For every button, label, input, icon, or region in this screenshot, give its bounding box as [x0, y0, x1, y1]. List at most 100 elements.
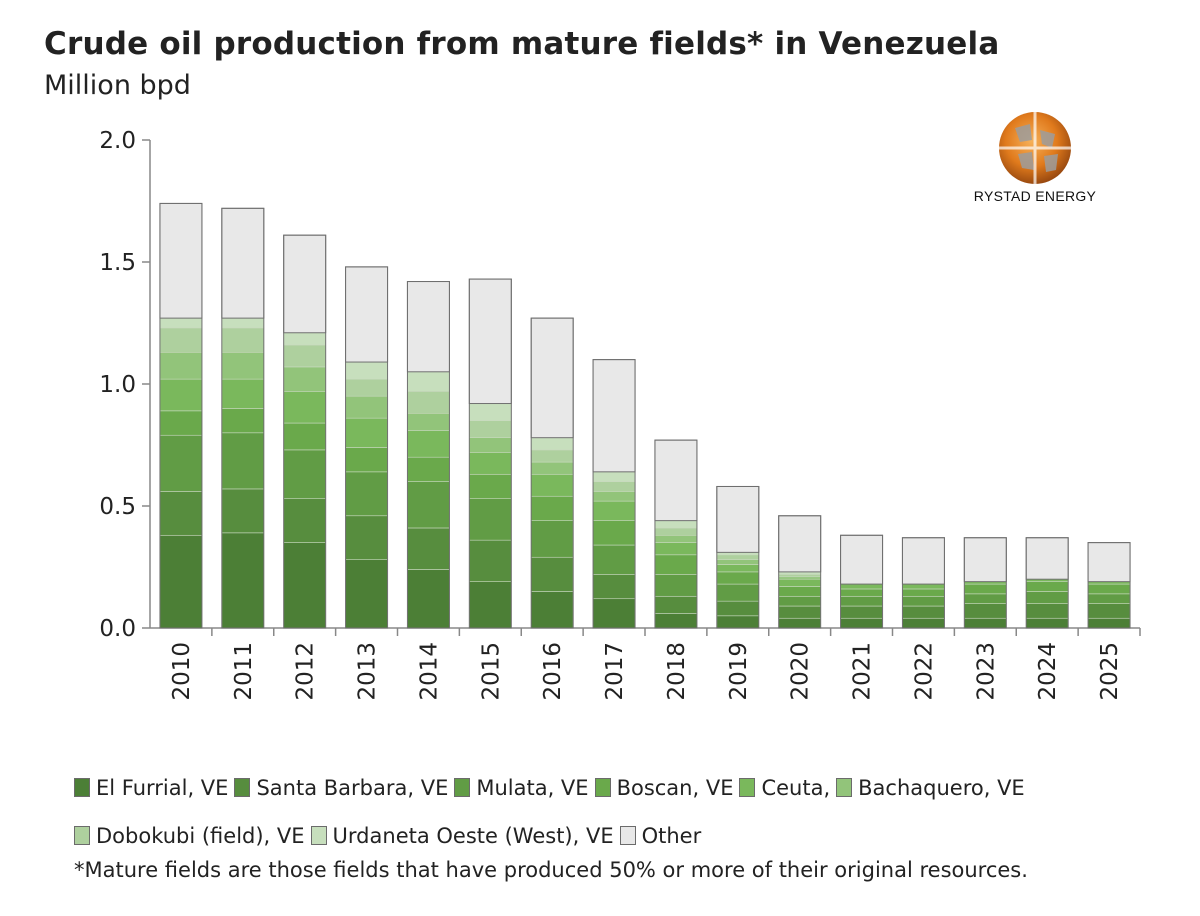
- bar-segment-2019-5: [716, 559, 760, 565]
- legend-swatch: [594, 778, 611, 797]
- bar-segment-2015-1: [469, 539, 512, 582]
- bar-segment-2019-1: [716, 600, 760, 617]
- x-tick-label: 2025: [1097, 642, 1123, 701]
- bar-segment-2010-4: [159, 378, 203, 412]
- x-tick-label: 2011: [231, 642, 257, 701]
- bar-segment-2023-0: [964, 617, 1007, 629]
- bar-segment-2017-3: [592, 520, 636, 546]
- x-tick-label: 2020: [788, 642, 814, 701]
- bar-segment-2012-5: [283, 366, 326, 392]
- bar-segment-2010-5: [159, 351, 203, 380]
- bar-segment-2010-7: [159, 317, 203, 329]
- bar-segment-2013-1: [345, 515, 388, 560]
- bar-segment-2014-4: [407, 430, 450, 458]
- bar-segment-2010-8: [159, 202, 203, 319]
- bar-segment-2017-0: [592, 598, 636, 629]
- bar-segment-2015-2: [469, 498, 512, 541]
- bar-segment-2011-4: [221, 378, 265, 409]
- bar-segment-2018-0: [654, 613, 698, 629]
- bar-segment-2025-1: [1087, 603, 1131, 619]
- bar-segment-2015-4: [469, 452, 512, 475]
- bar-segment-2014-0: [407, 569, 450, 629]
- legend-label: Boscan, VE: [616, 776, 734, 800]
- bar-segment-2014-8: [406, 281, 450, 373]
- legend-label: Ceuta,: [761, 776, 831, 800]
- x-tick-label: 2014: [416, 642, 442, 701]
- bar-segment-2013-5: [345, 395, 388, 419]
- legend-label: El Furrial, VE: [96, 776, 229, 800]
- bar-segment-2024-0: [1025, 617, 1069, 629]
- bar-segment-2018-6: [654, 527, 698, 536]
- bar-segment-2022-8: [901, 537, 945, 585]
- bar-segment-2016-8: [530, 317, 574, 439]
- bar-segment-2019-0: [716, 615, 760, 629]
- bar-segment-2011-6: [221, 327, 265, 353]
- bar-segment-2011-8: [221, 207, 265, 319]
- bar-segment-2012-8: [283, 234, 327, 334]
- bar-segment-2013-6: [345, 378, 388, 397]
- x-tick-label: 2017: [602, 642, 628, 701]
- bar-segment-2012-2: [283, 449, 326, 499]
- bar-segment-2014-6: [407, 391, 450, 414]
- bar-segment-2023-8: [963, 537, 1007, 583]
- legend-label: Urdaneta Oeste (West), VE: [332, 824, 614, 848]
- legend-item: Other: [619, 812, 701, 860]
- chart-legend: El Furrial, VE Santa Barbara, VE Mulata, V…: [74, 764, 1164, 860]
- footnote: *Mature fields are those fields that hav…: [74, 858, 1028, 882]
- bar-segment-2018-7: [654, 520, 698, 529]
- legend-item: Boscan, VE: [594, 764, 734, 812]
- chart-plot: 0.0 0.5 1.0 1.5 2.0 2010 2011 2012 2013 2014 2015 2…: [99, 128, 1141, 701]
- legend-swatch: [74, 778, 90, 797]
- bar-segment-2015-8: [468, 278, 512, 405]
- bar-segment-2024-1: [1025, 603, 1069, 619]
- legend-item: Mulata, VE: [454, 764, 589, 812]
- bar-segment-2011-5: [221, 351, 265, 380]
- bar-outline-2016: [530, 317, 574, 629]
- bar-segment-2019-6: [716, 554, 760, 560]
- legend-swatch: [739, 778, 756, 797]
- bar-segment-2021-2: [840, 595, 883, 607]
- bar-outline-2013: [345, 266, 389, 629]
- bar-outline-2022: [901, 537, 945, 629]
- bar-segment-2013-0: [345, 559, 388, 629]
- logo-text: RYSTAD ENERGY: [973, 188, 1097, 204]
- legend-item: Dobokubi (field), VE: [74, 812, 305, 860]
- bar-segment-2016-1: [530, 556, 574, 592]
- bar-segment-2013-7: [345, 361, 388, 380]
- bar-outline-2011: [221, 207, 265, 629]
- chart-title: Crude oil production from mature fields*…: [44, 26, 1000, 62]
- bar-outline-2019: [716, 485, 760, 629]
- bar-segment-2020-8: [778, 515, 822, 573]
- bar-segment-2012-0: [283, 542, 326, 629]
- bar-segment-2023-2: [964, 593, 1007, 604]
- bar-segment-2016-0: [530, 591, 574, 629]
- y-tick-label: 0.5: [99, 494, 136, 520]
- y-tick-label: 1.5: [99, 250, 136, 276]
- bar-outline-2023: [963, 537, 1007, 629]
- bar-segment-2020-6: [778, 574, 821, 578]
- bar-segment-2014-2: [407, 481, 450, 529]
- bar-segment-2017-5: [592, 491, 636, 502]
- bar-segment-2018-2: [654, 574, 698, 597]
- rystad-logo-icon: [999, 112, 1071, 184]
- legend-swatch: [310, 826, 327, 845]
- bar-segment-2015-6: [469, 420, 512, 438]
- bar-segment-2022-3: [902, 588, 945, 597]
- legend-label: Bachaquero, VE: [858, 776, 1025, 800]
- bar-segment-2021-0: [840, 617, 883, 629]
- bar-segment-2021-8: [840, 534, 884, 585]
- legend-swatch: [234, 778, 251, 797]
- y-tick-label: 2.0: [99, 128, 136, 154]
- bar-segment-2018-8: [654, 439, 698, 522]
- bar-segment-2013-4: [345, 417, 388, 448]
- bar-segment-2022-2: [902, 595, 945, 607]
- x-tick-label: 2015: [478, 642, 504, 701]
- bar-segment-2021-3: [840, 588, 883, 597]
- bar-segment-2016-2: [530, 520, 574, 558]
- bar-outline-2012: [283, 234, 327, 629]
- bar-segment-2025-3: [1087, 583, 1131, 595]
- bar-outline-2010: [159, 202, 203, 629]
- bar-segment-2014-3: [407, 456, 450, 482]
- bar-segment-2024-3: [1025, 581, 1069, 592]
- bar-segment-2012-4: [283, 391, 326, 424]
